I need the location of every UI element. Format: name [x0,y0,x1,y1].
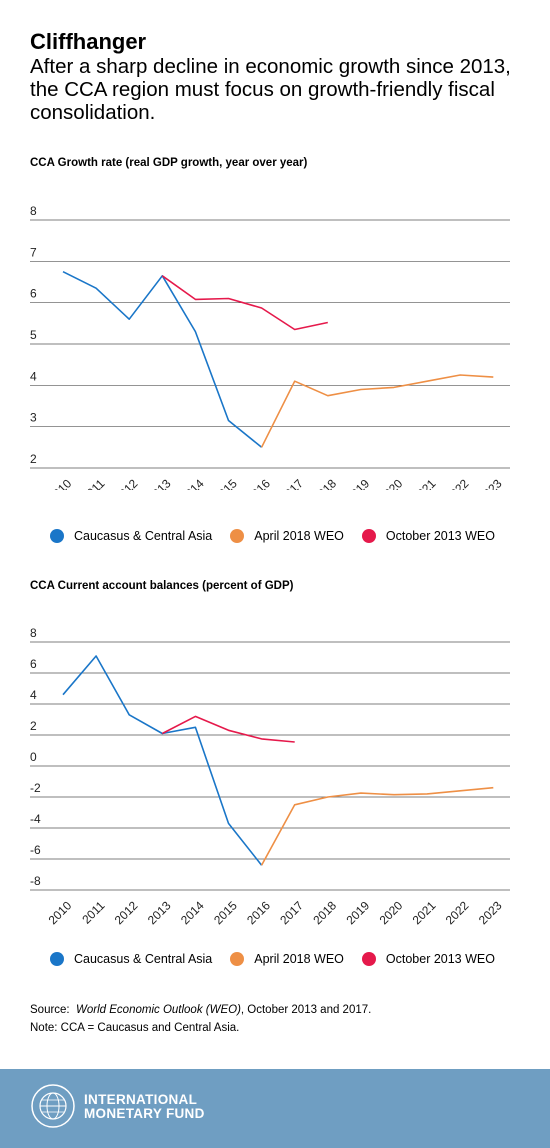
legend-dot-icon [50,529,64,543]
x-tick-label: 2020 [377,476,406,490]
x-tick-label: 2018 [310,898,339,927]
y-tick-label: 4 [30,369,37,383]
y-tick-label: 7 [30,245,37,259]
y-tick-label: -6 [30,843,41,857]
x-tick-label: 2023 [476,898,505,927]
series-line-2 [161,715,295,743]
page-title: Cliffhanger [30,29,147,54]
x-tick-label: 2021 [410,476,439,490]
series-line-1 [260,786,494,866]
x-tick-label: 2017 [277,898,306,927]
y-tick-label: 0 [30,750,37,764]
source-rest: , October 2013 and 2017. [240,1004,372,1016]
y-tick-label: -2 [30,781,41,795]
y-tick-label: -8 [30,874,41,888]
growth-rate-chart: 8 7 6 5 4 3 2 2010 2011 2012 2013 2014 2015 2016 2017 2… [30,204,510,490]
footnote: Note: CCA = Caucasus and Central Asia. [30,1022,240,1034]
y-tick-label: 3 [30,411,37,425]
legend-label: October 2013 WEO [385,952,495,966]
series-line-0 [62,655,263,866]
x-tick-label: 2014 [178,898,207,927]
page-subtitle: After a sharp decline in economic growth… [30,55,511,124]
footer-bar: INTERNATIONAL MONETARY FUND [0,1069,550,1148]
x-tick-label: 2012 [112,898,141,927]
x-tick-label: 2023 [476,476,505,490]
x-tick-label: 2010 [46,898,75,927]
legend-dot-icon [230,529,245,543]
x-tick-label: 2021 [410,898,439,927]
x-tick-label: 2012 [112,476,141,490]
footer-org-name: INTERNATIONAL MONETARY FUND [84,1093,205,1121]
x-tick-label: 2022 [443,898,472,927]
source-note: Source: World Economic Outlook (WEO), Oc… [30,1004,371,1016]
x-tick-label: 2020 [377,898,406,927]
legend-current-account: Caucasus & Central Asia April 2018 WEO O… [50,952,513,966]
series-line-1 [260,374,494,448]
x-tick-label: 2011 [79,476,107,490]
x-tick-label: 2014 [178,476,207,490]
legend-item-cca: Caucasus & Central Asia [50,952,212,966]
footer-line1: INTERNATIONAL [84,1092,198,1107]
x-tick-label: 2011 [79,898,107,926]
x-tick-label: 2019 [343,476,372,490]
y-tick-label: 2 [30,452,37,466]
legend-dot-icon [361,952,376,966]
y-tick-label: 6 [30,287,37,301]
y-tick-label: 4 [30,688,37,702]
chart-title-current-account: CCA Current account balances (percent of… [30,580,294,592]
y-tick-label: -4 [30,812,41,826]
y-tick-label: 5 [30,328,37,342]
series-line-2 [161,275,328,331]
source-prefix: Source: [30,1004,70,1016]
legend-dot-icon [50,952,64,966]
y-tick-label: 8 [30,626,37,640]
legend-dot-icon [230,952,245,966]
legend-growth: Caucasus & Central Asia April 2018 WEO O… [50,529,513,543]
x-tick-label: 2016 [244,476,273,490]
x-tick-label: 2022 [443,476,472,490]
legend-label: Caucasus & Central Asia [74,952,213,966]
x-tick-label: 2019 [343,898,372,927]
x-tick-label: 2015 [211,898,240,927]
imf-seal-icon [31,1084,75,1128]
legend-item-april-2018: April 2018 WEO [230,529,344,543]
legend-dot-icon [361,529,376,543]
legend-label: April 2018 WEO [254,529,344,543]
legend-item-april-2018: April 2018 WEO [230,952,344,966]
chart-title-growth: CCA Growth rate (real GDP growth, year o… [30,157,308,169]
y-tick-label: 2 [30,719,37,733]
y-tick-label: 8 [30,204,37,218]
legend-item-october-2013: October 2013 WEO [361,952,495,966]
x-tick-label: 2010 [46,476,75,490]
y-tick-label: 6 [30,657,37,671]
x-tick-label: 2013 [145,898,174,927]
x-tick-label: 2016 [244,898,273,927]
x-tick-label: 2017 [277,476,306,490]
legend-label: October 2013 WEO [385,529,495,543]
series-line-0 [62,270,263,448]
x-tick-label: 2013 [145,476,174,490]
x-tick-label: 2018 [310,476,339,490]
legend-item-october-2013: October 2013 WEO [361,529,495,543]
footer-line2: MONETARY FUND [84,1106,205,1121]
x-tick-label: 2015 [211,476,240,490]
legend-item-cca: Caucasus & Central Asia [50,529,212,543]
source-italic: World Economic Outlook (WEO) [76,1004,241,1016]
legend-label: Caucasus & Central Asia [74,529,213,543]
legend-label: April 2018 WEO [254,952,344,966]
